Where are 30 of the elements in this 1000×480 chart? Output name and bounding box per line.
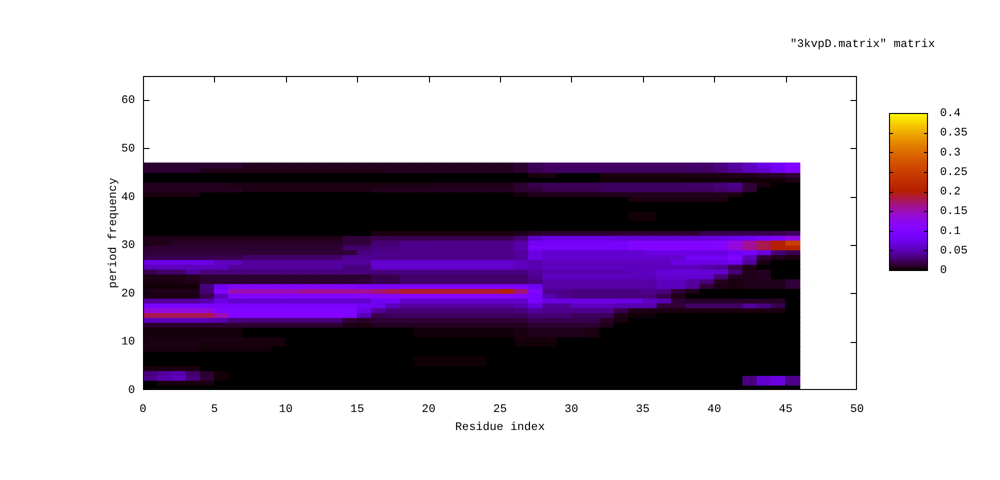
x-tick-label: 40: [707, 402, 722, 416]
x-tick-label: 35: [636, 402, 650, 416]
color-bar-label: 0.4: [940, 107, 961, 120]
x-tick-label: 45: [778, 402, 793, 416]
chart-title: "3kvpD.matrix" matrix: [790, 38, 936, 52]
color-bar-label: 0.15: [940, 205, 968, 218]
color-bar-label: 0.3: [940, 146, 961, 160]
y-tick-label: 60: [121, 94, 136, 108]
x-tick-label: 5: [210, 402, 218, 416]
x-tick-label: 30: [564, 402, 578, 416]
x-axis-title: Residue index: [455, 421, 545, 434]
y-tick-label: 40: [121, 190, 136, 204]
x-tick-label: 15: [350, 402, 364, 416]
y-tick-label: 30: [121, 239, 136, 252]
color-bar-label: 0.05: [940, 244, 968, 258]
color-bar-label: 0.1: [940, 224, 961, 238]
x-tick-label: 50: [850, 402, 864, 416]
x-tick-label: 25: [493, 402, 507, 416]
y-tick-label: 20: [121, 287, 136, 300]
color-bar-label: 0: [940, 264, 947, 278]
x-tick-label: 0: [140, 402, 147, 416]
color-bar-label: 0.2: [940, 186, 961, 199]
y-tick-label: 50: [121, 142, 136, 156]
y-tick-label: 10: [121, 336, 136, 349]
color-bar-label: 0.25: [940, 166, 968, 179]
y-axis-title: period frequency: [106, 178, 120, 288]
y-tick-label: 0: [128, 384, 136, 398]
x-tick-label: 10: [278, 402, 293, 416]
color-bar-label: 0.35: [940, 126, 968, 140]
x-tick-label: 20: [422, 402, 436, 416]
